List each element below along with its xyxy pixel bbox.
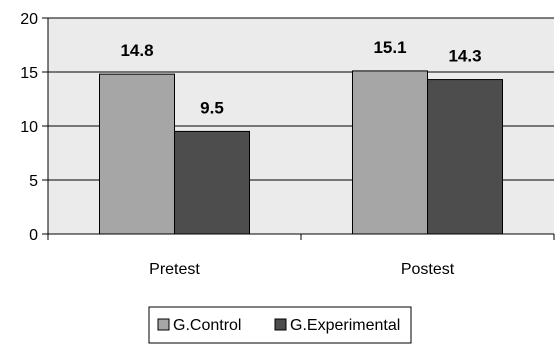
bar-g-control-pretest [99,73,175,235]
bar-g-experimental-postest [427,79,503,235]
data-label: 14.3 [448,47,481,66]
legend-swatch [157,318,170,331]
bar-g-experimental-pretest [174,130,250,235]
data-label: 9.5 [200,98,224,117]
legend-swatch [274,318,287,331]
data-label: 14.8 [120,41,153,60]
y-tick-label: 0 [29,227,38,244]
legend-label: G.Experimental [290,317,400,334]
y-tick-label: 10 [20,119,38,136]
x-category-label: Postest [401,261,455,278]
y-tick-label: 20 [20,11,38,28]
plot-area: 0 5 10 15 20 14.8 9.5 Pretest 15.1 14.3 Postest [20,11,555,278]
data-label: 15.1 [373,38,406,57]
legend-label: G.Control [173,317,241,334]
y-tick-label: 5 [29,173,38,190]
y-tick-label: 15 [20,65,38,82]
bar-g-control-postest [352,70,428,235]
x-category-label: Pretest [149,261,200,278]
legend: G.Control G.Experimental [148,306,412,344]
